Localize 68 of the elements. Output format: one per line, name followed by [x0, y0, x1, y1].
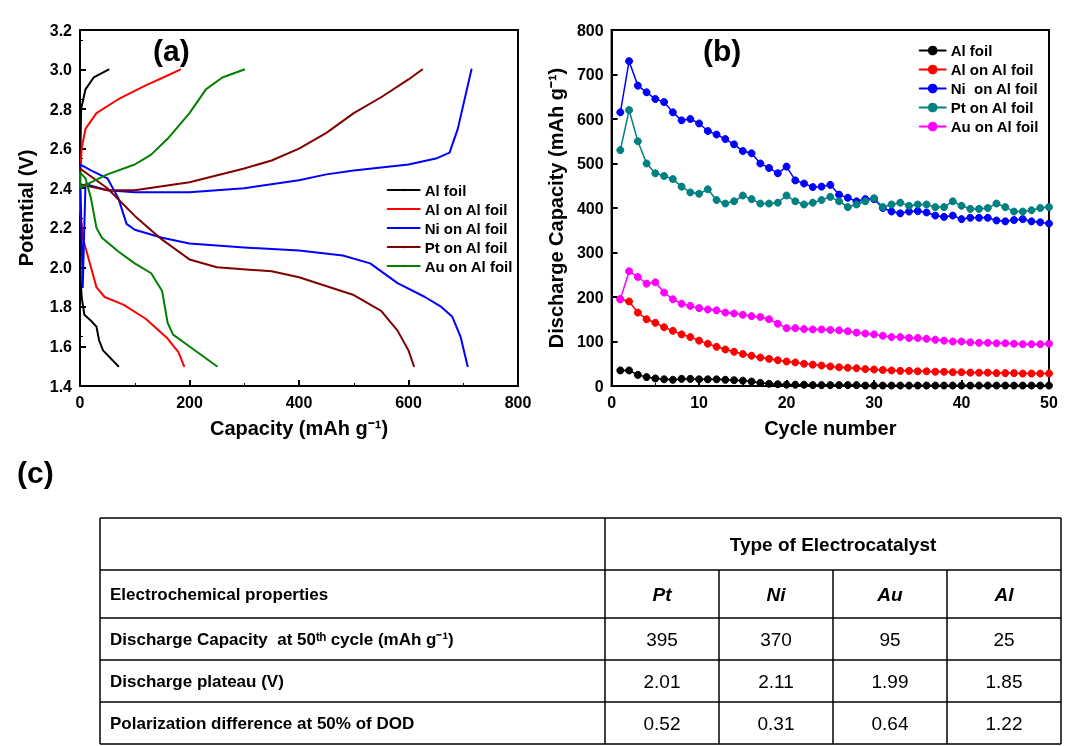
y-tick-label: 2.4: [49, 179, 73, 197]
y-tick-label: 2.6: [49, 140, 73, 158]
text: 0.52: [643, 712, 681, 734]
legend-label: Pt on Al foil: [424, 238, 508, 256]
y-tick-label: 3.2: [49, 21, 73, 39]
y-axis-title: Discharge Capacity (mAh g⁻¹): [545, 67, 567, 349]
x-tick-label: 40: [952, 393, 971, 411]
x-tick-label: 400: [285, 393, 313, 411]
text: Type of Electrocatalyst: [729, 533, 937, 555]
legend-label: Pt on Al foil: [950, 99, 1034, 116]
text: 0.64: [871, 712, 909, 734]
legend-label: Au on Al foil: [424, 257, 513, 275]
y-axis-title: Potential (V): [15, 149, 37, 267]
x-axis-title: Capacity (mAh g⁻¹): [209, 417, 389, 439]
legend-label: Al on Al foil: [424, 200, 508, 218]
y-tick-label: 1.8: [49, 298, 73, 316]
y-tick-label: 200: [576, 288, 604, 306]
y-tick-label: 600: [576, 110, 604, 128]
y-tick-label: 100: [576, 333, 604, 350]
text: 95: [879, 628, 901, 650]
legend-label: Al on Al foil: [950, 61, 1034, 78]
y-tick-label: 400: [576, 199, 604, 217]
text: (c): [17, 455, 54, 489]
y-tick-label: 2.2: [49, 219, 73, 237]
y-tick-label: 1.6: [49, 337, 73, 355]
y-tick-label: 1.4: [49, 377, 73, 395]
x-tick-label: 600: [395, 393, 422, 411]
x-tick-label: 800: [504, 393, 532, 411]
x-axis-title: Cycle number: [764, 417, 897, 439]
y-tick-label: 500: [576, 155, 604, 172]
text: 1.99: [871, 670, 909, 692]
text: 2.01: [643, 670, 681, 692]
text: 370: [760, 628, 792, 650]
y-tick-label: 300: [576, 244, 604, 261]
text: 0.31: [757, 712, 795, 734]
text: 1.22: [985, 712, 1023, 734]
text: 1.85: [985, 670, 1023, 692]
legend-label: Ni on Al foil: [424, 219, 508, 237]
y-tick-label: 800: [576, 21, 604, 39]
text: Au: [876, 583, 904, 605]
x-tick-label: 10: [690, 393, 709, 411]
legend-label: Au on Al foil: [950, 118, 1039, 135]
text: Discharge plateau (V): [110, 671, 284, 691]
y-tick-label: 3.0: [49, 61, 73, 79]
y-tick-label: 700: [576, 66, 604, 83]
chart-title: (b): [703, 33, 742, 67]
x-tick-label: 0: [75, 393, 85, 411]
x-tick-label: 200: [176, 393, 203, 411]
text: 25: [993, 628, 1015, 650]
text: Al: [993, 583, 1015, 605]
text: Ni: [766, 583, 787, 605]
x-tick-label: 0: [607, 393, 617, 411]
text: 2.11: [758, 670, 794, 692]
x-tick-label: 20: [777, 393, 796, 411]
text: Pt: [652, 583, 673, 605]
text: Discharge Capacity at 50ᵗʰ cycle (mAh g⁻¹): [110, 629, 454, 649]
text: 395: [646, 628, 678, 650]
x-tick-label: 30: [865, 393, 884, 411]
legend-label: Al foil: [424, 181, 467, 199]
text: Electrochemical properties: [110, 584, 329, 604]
y-tick-label: 0: [594, 377, 604, 395]
y-tick-label: 2.0: [49, 258, 73, 276]
text: Polarization difference at 50% of DOD: [110, 713, 415, 733]
x-tick-label: 50: [1040, 393, 1058, 411]
y-tick-label: 2.8: [49, 100, 73, 118]
legend-label: Al foil: [950, 42, 993, 59]
chart-title: (a): [153, 33, 190, 67]
legend-label: Ni on Al foil: [950, 80, 1038, 97]
